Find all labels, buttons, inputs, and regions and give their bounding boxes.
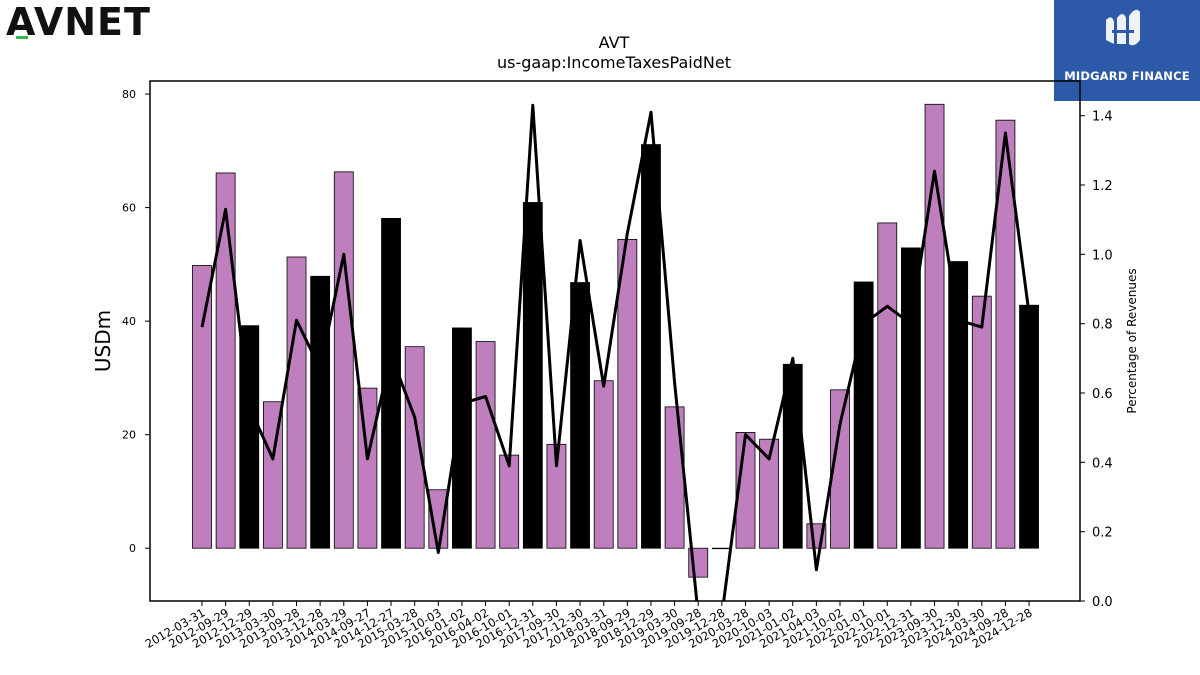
y-tick-label: 0	[129, 542, 136, 555]
y2-tick-label: 0.0	[1092, 595, 1113, 610]
y-tick-label: 60	[122, 202, 136, 215]
avnet-logo-accent	[16, 36, 28, 39]
y2-tick-label: 1.0	[1092, 248, 1113, 263]
midgard-emblem-icon	[1106, 9, 1140, 46]
bar	[192, 265, 212, 549]
midgard-finance-name: MIDGARD FINANCE	[1064, 69, 1190, 83]
midgard-finance-logo: MIDGARD FINANCE	[1054, 0, 1200, 101]
y2-tick-label: 0.6	[1092, 387, 1113, 402]
bar	[570, 282, 590, 549]
bar-group	[192, 103, 1039, 578]
y2-tick-label: 0.2	[1092, 526, 1113, 541]
bar	[333, 171, 354, 549]
y-tick-label: 20	[122, 429, 136, 442]
y2-tick-label: 1.2	[1092, 179, 1113, 194]
bar	[1019, 304, 1039, 549]
y2-tick-label: 0.4	[1092, 456, 1113, 471]
bar	[995, 119, 1016, 549]
bar	[522, 202, 543, 549]
y2-tick-label: 1.4	[1092, 110, 1113, 125]
axes: 0204060800.00.20.40.60.81.01.21.42012-03…	[122, 80, 1113, 651]
y-tick-label: 80	[122, 88, 136, 101]
bar	[948, 261, 969, 549]
bar	[286, 256, 307, 549]
y2-axis-label: Percentage of Revenues	[1125, 268, 1139, 413]
bar	[239, 325, 260, 549]
bar	[452, 327, 472, 549]
bar	[215, 172, 236, 549]
bar	[711, 547, 732, 550]
ratio-line	[200, 103, 1031, 601]
y-axis-label: USDm	[91, 310, 115, 372]
chart-title: AVT	[599, 33, 630, 52]
y2-tick-label: 0.8	[1092, 318, 1113, 333]
chart-subtitle: us-gaap:IncomeTaxesPaidNet	[497, 53, 731, 72]
bar	[499, 454, 520, 549]
avnet-logo-text: AVNET	[6, 2, 151, 44]
bar	[924, 103, 945, 549]
line-group	[200, 103, 1031, 601]
y-tick-label: 40	[122, 315, 136, 328]
avnet-logo: AVNET	[6, 0, 186, 44]
bar	[404, 346, 425, 549]
bar	[664, 406, 685, 549]
bar	[901, 247, 921, 549]
bar	[877, 222, 898, 549]
bar	[475, 341, 496, 549]
bar	[593, 380, 614, 549]
bar	[641, 144, 661, 549]
bar	[830, 389, 850, 549]
bar	[759, 438, 780, 549]
bar	[971, 295, 992, 549]
bar	[310, 275, 331, 549]
plot-frame	[149, 80, 1081, 602]
